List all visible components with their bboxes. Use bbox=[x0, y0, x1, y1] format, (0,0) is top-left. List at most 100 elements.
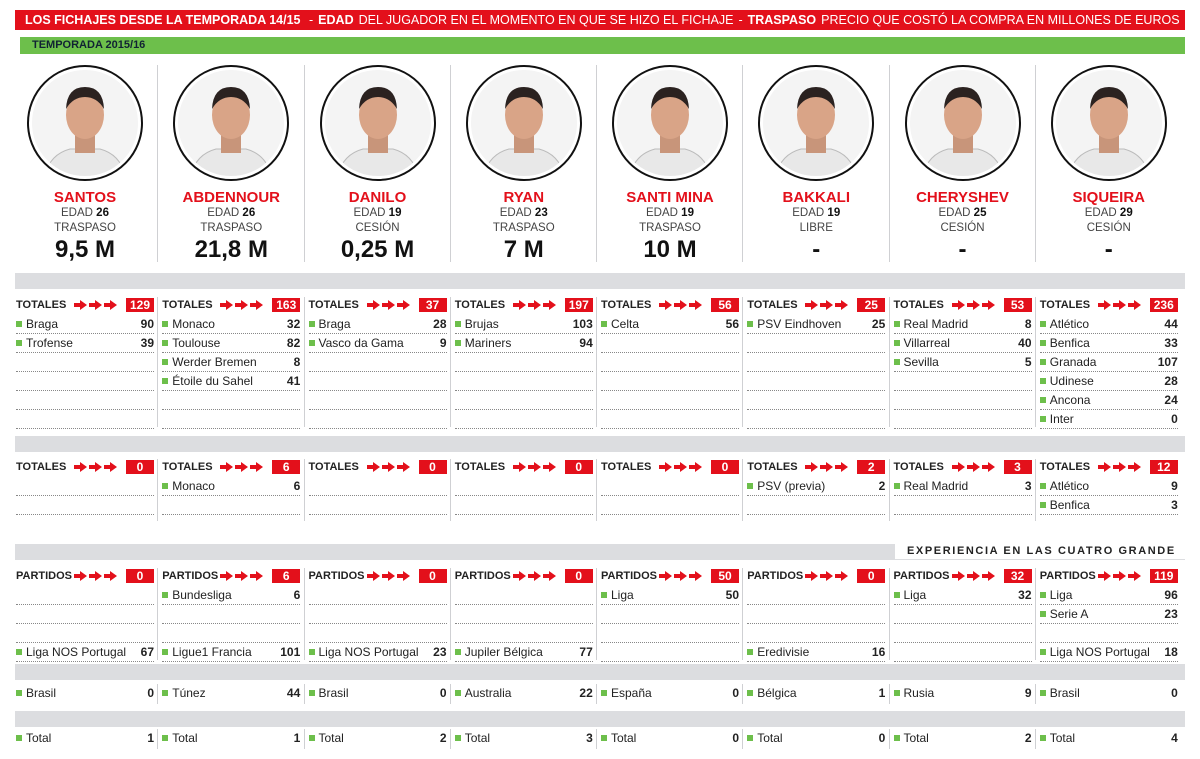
arrow bbox=[235, 571, 249, 581]
portrait bbox=[758, 65, 875, 181]
bullet bbox=[893, 359, 900, 365]
row-value: 32 bbox=[1018, 588, 1032, 602]
transfer-price: - bbox=[1104, 236, 1113, 263]
list-row bbox=[1039, 624, 1178, 643]
separator bbox=[15, 544, 1185, 560]
row-name: Mariners bbox=[464, 336, 512, 350]
list-row: Werder Bremen 8 bbox=[162, 353, 301, 372]
list-row: España 0 bbox=[601, 684, 739, 703]
arrows bbox=[1097, 571, 1141, 581]
arrow bbox=[381, 300, 395, 310]
row-name: Total bbox=[757, 731, 783, 745]
column-divider bbox=[888, 568, 890, 660]
column-divider bbox=[742, 568, 744, 660]
row-name: Liga NOS Portugal bbox=[1049, 645, 1150, 659]
row-name: Granada bbox=[1049, 355, 1097, 369]
row-value: 0 bbox=[439, 686, 447, 700]
bullet bbox=[162, 649, 169, 655]
list-row bbox=[308, 624, 447, 643]
list-row bbox=[454, 372, 593, 391]
list-row bbox=[747, 586, 886, 605]
section-label: PARTIDOS bbox=[308, 570, 365, 582]
row-name: Ligue1 Francia bbox=[172, 645, 252, 659]
age: 29 bbox=[1119, 207, 1133, 219]
bullet bbox=[747, 321, 754, 327]
separator bbox=[15, 436, 1185, 452]
portrait bbox=[465, 65, 582, 181]
age: 19 bbox=[681, 207, 694, 219]
row-name: Bundesliga bbox=[172, 588, 232, 602]
row-name: Ancona bbox=[1049, 393, 1091, 407]
portrait bbox=[27, 65, 143, 181]
list-row: Total 1 bbox=[162, 729, 300, 748]
list-row bbox=[601, 353, 739, 372]
list-row: Sevilla 5 bbox=[893, 353, 1032, 372]
arrow bbox=[512, 300, 526, 310]
header-bar: LOS FICHAJES DESDE LA TEMPORADA 14/15 -E… bbox=[15, 10, 1185, 30]
column-divider bbox=[303, 459, 305, 521]
age: 19 bbox=[388, 207, 402, 219]
separator bbox=[15, 664, 1185, 680]
arrow bbox=[512, 462, 526, 472]
transfer-price: 0,25 M bbox=[340, 236, 415, 263]
arrow bbox=[1112, 300, 1126, 310]
list-row: Ancona 24 bbox=[1039, 391, 1178, 410]
section-header: TOTALES 25 bbox=[747, 297, 886, 313]
row-name: Total bbox=[318, 731, 344, 745]
bullet bbox=[601, 592, 607, 598]
age: 26 bbox=[96, 207, 109, 219]
row-name: Rusia bbox=[903, 686, 935, 700]
row-value: 101 bbox=[280, 645, 301, 659]
arrow bbox=[835, 571, 849, 581]
list-row bbox=[308, 391, 447, 410]
row-value: 6 bbox=[293, 588, 301, 602]
section-header: PARTIDOS 0 bbox=[455, 568, 593, 584]
row-value: 1 bbox=[293, 731, 301, 745]
bullet bbox=[893, 592, 900, 598]
arrow bbox=[396, 300, 410, 310]
arrow bbox=[966, 571, 980, 581]
portrait-part bbox=[358, 87, 397, 109]
list-row: Inter 0 bbox=[1039, 410, 1178, 429]
bullet bbox=[1039, 592, 1046, 598]
arrow bbox=[89, 571, 102, 581]
bullet bbox=[454, 690, 461, 696]
column-divider bbox=[303, 297, 305, 427]
portrait-part bbox=[324, 70, 431, 176]
list-row bbox=[162, 605, 301, 624]
list-row bbox=[308, 605, 447, 624]
list-row bbox=[893, 624, 1032, 643]
portrait-part bbox=[513, 135, 534, 153]
arrow bbox=[74, 462, 87, 472]
row-value: 3 bbox=[1171, 498, 1178, 512]
list-row bbox=[454, 477, 593, 496]
age-label: EDAD bbox=[499, 207, 532, 219]
section-total: 119 bbox=[1149, 569, 1178, 583]
section-header: TOTALES 129 bbox=[16, 297, 154, 313]
section-total: 6 bbox=[272, 460, 301, 474]
list-row bbox=[893, 410, 1032, 429]
season-bar: TEMPORADA 2015/16 bbox=[20, 37, 1185, 54]
bullet bbox=[1039, 359, 1046, 365]
column-divider bbox=[449, 729, 451, 749]
portrait bbox=[612, 65, 728, 181]
transfer-price: 7 M bbox=[503, 236, 544, 263]
player-age: EDAD 26 bbox=[16, 207, 154, 219]
section-header: PARTIDOS 119 bbox=[1040, 568, 1178, 584]
bullet bbox=[454, 735, 461, 741]
section-total: 236 bbox=[1149, 298, 1178, 312]
row-name: Vasco da Gama bbox=[318, 336, 404, 350]
arrows bbox=[659, 300, 702, 310]
section-label: PARTIDOS bbox=[16, 570, 73, 582]
arrow bbox=[220, 462, 234, 472]
row-value: 0 bbox=[147, 686, 154, 700]
bullet bbox=[162, 378, 169, 384]
section-label: TOTALES bbox=[162, 299, 213, 311]
row-name: Eredivisie bbox=[757, 645, 810, 659]
arrow bbox=[1127, 571, 1141, 581]
portrait-part bbox=[952, 135, 973, 153]
player-name: SANTI MINA bbox=[626, 189, 714, 206]
arrow bbox=[542, 462, 556, 472]
list-row: Total 0 bbox=[747, 729, 885, 748]
list-row bbox=[747, 372, 886, 391]
